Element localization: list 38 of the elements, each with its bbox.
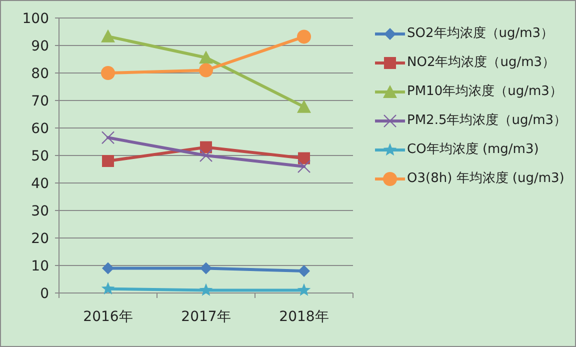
x-tick-label: 2016年 <box>83 309 133 325</box>
y-tick-label: 30 <box>31 204 49 220</box>
legend-label: PM10年均浓度（ug/m3） <box>407 83 562 100</box>
point <box>199 283 213 296</box>
point <box>102 262 114 274</box>
y-tick-label: 80 <box>31 66 49 82</box>
point <box>102 155 114 167</box>
point <box>298 265 310 277</box>
y-tick-label: 100 <box>22 11 49 27</box>
point <box>200 262 212 274</box>
legend-label: PM2.5年均浓度（ug/m3） <box>407 112 567 129</box>
y-tick-label: 60 <box>31 121 49 137</box>
legend-label: CO年均浓度 (mg/m3) <box>407 141 539 158</box>
point <box>101 282 115 295</box>
legend-label: O3(8h) 年均浓度 (ug/m3) <box>407 170 564 187</box>
point <box>199 148 213 162</box>
y-tick-label: 10 <box>31 258 49 274</box>
y-tick-label: 70 <box>31 94 49 110</box>
y-tick-label: 20 <box>31 231 49 247</box>
point <box>297 30 311 44</box>
legend-label: SO2年均浓度（ug/m3） <box>407 25 554 42</box>
y-tick-label: 0 <box>40 286 49 302</box>
y-tick-label: 90 <box>31 38 49 54</box>
point <box>199 50 213 64</box>
legend-label: NO2年均浓度（ug/m3） <box>407 54 556 71</box>
y-tick-label: 50 <box>31 148 49 164</box>
point <box>297 160 311 174</box>
x-tick-label: 2018年 <box>279 309 329 325</box>
point <box>200 141 212 154</box>
point <box>101 131 115 144</box>
point <box>297 100 311 113</box>
point <box>297 283 311 296</box>
point <box>199 63 213 78</box>
point <box>101 29 115 42</box>
x-tick-label: 2017年 <box>181 309 231 325</box>
point <box>101 66 115 80</box>
y-tick-label: 40 <box>31 176 49 192</box>
point <box>298 152 310 164</box>
